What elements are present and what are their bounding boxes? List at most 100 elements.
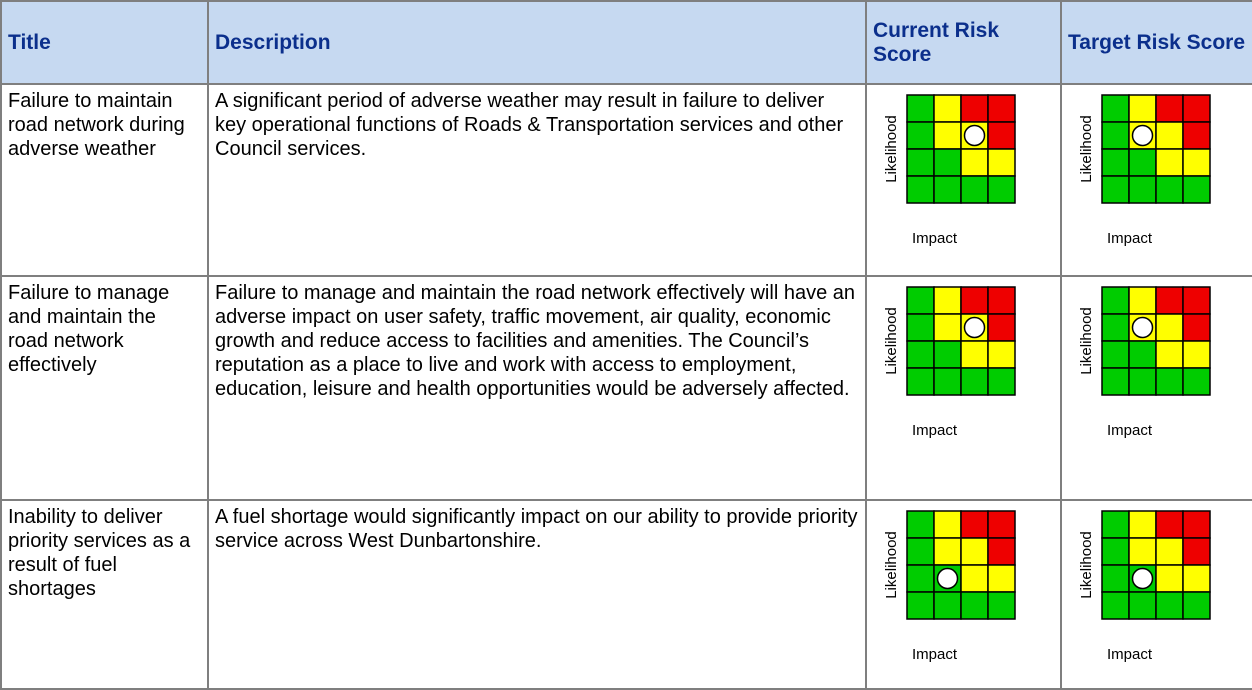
matrix-cell: [1182, 591, 1211, 620]
table-body: Failure to maintain road network during …: [0, 83, 1252, 690]
likelihood-label: Likelihood: [1078, 531, 1095, 599]
risk-marker: [963, 316, 986, 339]
risk-marker: [1131, 124, 1154, 147]
matrix-cell: [1182, 564, 1211, 593]
matrix-cell: [1155, 591, 1184, 620]
matrix-cell: [987, 591, 1016, 620]
current-score-cell: Likelihood Impact: [865, 83, 1062, 277]
matrix-cell: [960, 510, 989, 539]
matrix-cell: [1128, 510, 1157, 539]
matrix-cell: [1101, 537, 1130, 566]
header: Current Risk Score: [865, 0, 1062, 85]
matrix-cell: [1155, 175, 1184, 204]
matrix-cell: [1101, 564, 1130, 593]
matrix-cell: [906, 313, 935, 342]
matrix-cell: [1155, 148, 1184, 177]
header-row: Title Description Current Risk Score Tar…: [0, 0, 1252, 85]
matrix-cell: [1128, 367, 1157, 396]
matrix-cell: [933, 313, 962, 342]
matrix-cell: [1155, 121, 1184, 150]
likelihood-label: Likelihood: [883, 115, 900, 183]
matrix-cell: [1182, 510, 1211, 539]
matrix-cell: [906, 286, 935, 315]
matrix-cell: [1128, 537, 1157, 566]
matrix-cell: [960, 591, 989, 620]
matrix-cell: [1128, 340, 1157, 369]
matrix-cell: [987, 340, 1016, 369]
title-cell: Inability to deliver priority services a…: [0, 499, 209, 690]
matrix-cell: [906, 94, 935, 123]
risk-marker: [1131, 567, 1154, 590]
matrix-cell: [906, 175, 935, 204]
row: Failure to maintain road network during …: [0, 83, 1252, 277]
risk-matrix: Likelihood Impact: [883, 94, 1016, 247]
matrix-cell: [1182, 175, 1211, 204]
matrix-cell: [1182, 94, 1211, 123]
impact-label: Impact: [1107, 646, 1153, 663]
matrix-cell: [933, 121, 962, 150]
impact-label: Impact: [912, 422, 958, 439]
matrix-cell: [1128, 175, 1157, 204]
matrix-cell: [1128, 591, 1157, 620]
risk-matrix: Likelihood Impact: [883, 286, 1016, 439]
matrix-cell: [1101, 94, 1130, 123]
matrix-cell: [960, 537, 989, 566]
matrix-cell: [933, 367, 962, 396]
risk-matrix: Likelihood Impact: [1078, 510, 1211, 663]
likelihood-label: Likelihood: [883, 531, 900, 599]
matrix-cell: [933, 148, 962, 177]
likelihood-label: Likelihood: [1078, 115, 1095, 183]
header: Target Risk Score: [1060, 0, 1252, 85]
risk-marker: [936, 567, 959, 590]
matrix-cell: [1155, 286, 1184, 315]
matrix-cell: [1101, 367, 1130, 396]
matrix-cell: [1128, 286, 1157, 315]
matrix-cell: [1101, 121, 1130, 150]
matrix-cell: [1182, 148, 1211, 177]
matrix-cell: [1128, 94, 1157, 123]
matrix-cell: [960, 340, 989, 369]
matrix-cell: [906, 148, 935, 177]
impact-label: Impact: [912, 646, 958, 663]
title-cell: Failure to maintain road network during …: [0, 83, 209, 277]
matrix-cell: [1101, 313, 1130, 342]
matrix-cell: [987, 175, 1016, 204]
current-score-cell: Likelihood Impact: [865, 275, 1062, 501]
risk-marker: [963, 124, 986, 147]
matrix-cell: [906, 121, 935, 150]
matrix-cell: [960, 175, 989, 204]
matrix-cell: [1182, 286, 1211, 315]
title-cell: Failure to manage and maintain the road …: [0, 275, 209, 501]
matrix-cell: [1101, 286, 1130, 315]
matrix-cell: [987, 313, 1016, 342]
matrix-cell: [1182, 121, 1211, 150]
matrix-cell: [1155, 313, 1184, 342]
matrix-cell: [987, 94, 1016, 123]
matrix-cell: [1101, 148, 1130, 177]
header: Description: [207, 0, 867, 85]
matrix-cell: [933, 94, 962, 123]
matrix-cell: [1155, 564, 1184, 593]
matrix-cell: [906, 591, 935, 620]
target-score-cell: Likelihood Impact: [1060, 275, 1252, 501]
current-score-cell: Likelihood Impact: [865, 499, 1062, 690]
impact-label: Impact: [1107, 230, 1153, 247]
matrix-cell: [1101, 591, 1130, 620]
matrix-cell: [1182, 340, 1211, 369]
matrix-cell: [1182, 537, 1211, 566]
matrix-cell: [987, 286, 1016, 315]
matrix-cell: [906, 367, 935, 396]
matrix-cell: [1155, 510, 1184, 539]
matrix-cell: [1128, 148, 1157, 177]
matrix-cell: [987, 537, 1016, 566]
likelihood-label: Likelihood: [883, 307, 900, 375]
matrix-cell: [960, 367, 989, 396]
matrix-cell: [906, 510, 935, 539]
matrix-cell: [1155, 340, 1184, 369]
risk-matrix: Likelihood Impact: [883, 510, 1016, 663]
matrix-cell: [1101, 340, 1130, 369]
matrix-cell: [933, 286, 962, 315]
matrix-cell: [1101, 175, 1130, 204]
impact-label: Impact: [1107, 422, 1153, 439]
